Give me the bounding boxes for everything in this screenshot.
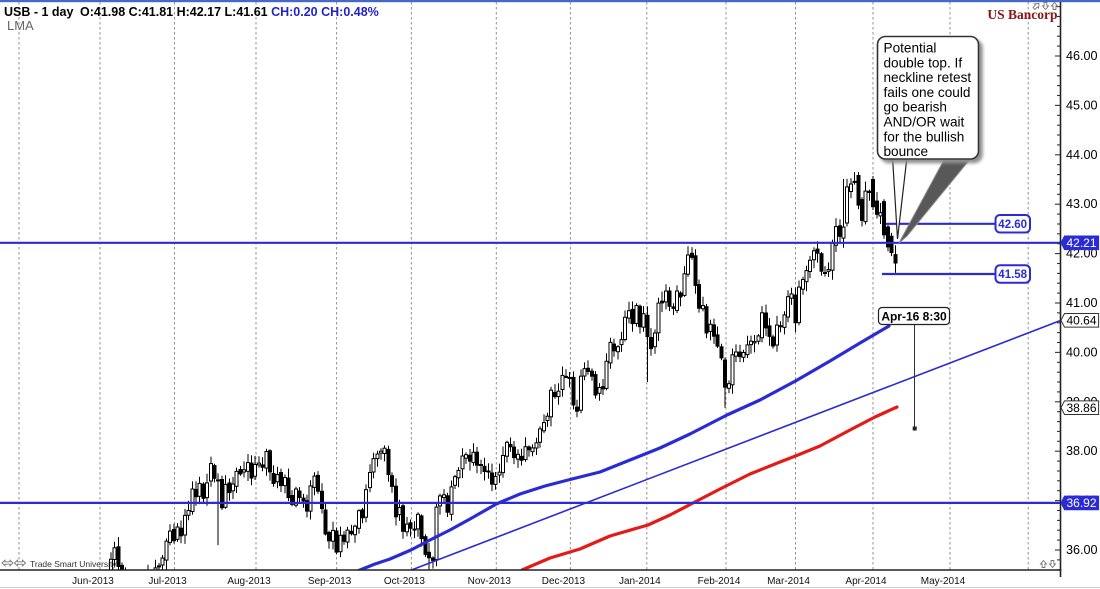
svg-text:Feb-2014: Feb-2014 <box>698 576 741 587</box>
svg-text:36.00: 36.00 <box>1066 543 1098 557</box>
svg-text:Trade Smart University: Trade Smart University <box>30 559 117 569</box>
svg-text:LMA: LMA <box>7 18 34 33</box>
svg-text:Apr-2014: Apr-2014 <box>845 576 887 587</box>
svg-text:40.64: 40.64 <box>1066 314 1096 328</box>
svg-text:double top. If: double top. If <box>884 55 963 70</box>
svg-text:Apr-16 8:30: Apr-16 8:30 <box>881 310 947 324</box>
svg-text:Mar-2014: Mar-2014 <box>767 576 810 587</box>
svg-text:Jun-2013: Jun-2013 <box>72 576 114 587</box>
svg-text:fails one could: fails one could <box>884 85 971 100</box>
svg-text:Aug-2013: Aug-2013 <box>227 576 271 587</box>
svg-text:38.86: 38.86 <box>1066 401 1096 415</box>
svg-text:Oct-2013: Oct-2013 <box>384 576 426 587</box>
svg-text:Nov-2013: Nov-2013 <box>468 576 512 587</box>
svg-text:41.58: 41.58 <box>998 269 1027 281</box>
svg-text:AND/OR wait: AND/OR wait <box>884 115 965 130</box>
svg-text:O:41.98 C:41.81 H:42.17 L:41.6: O:41.98 C:41.81 H:42.17 L:41.61 CH:0.20 … <box>80 5 379 19</box>
svg-text:41.00: 41.00 <box>1066 296 1098 310</box>
svg-text:USB - 1 day: USB - 1 day <box>4 5 74 19</box>
svg-text:neckline retest: neckline retest <box>884 70 972 85</box>
svg-text:Jan-2014: Jan-2014 <box>619 576 661 587</box>
svg-text:Jul-2013: Jul-2013 <box>148 576 187 587</box>
svg-text:36.92: 36.92 <box>1066 496 1096 510</box>
svg-text:Dec-2013: Dec-2013 <box>542 576 586 587</box>
svg-text:for the bullish: for the bullish <box>884 129 965 144</box>
svg-text:42.21: 42.21 <box>1066 236 1096 250</box>
svg-text:44.00: 44.00 <box>1066 148 1098 162</box>
svg-text:46.00: 46.00 <box>1066 49 1098 63</box>
svg-text:43.00: 43.00 <box>1066 197 1098 211</box>
svg-text:45.00: 45.00 <box>1066 98 1098 112</box>
svg-text:42.60: 42.60 <box>998 219 1027 231</box>
svg-text:40.00: 40.00 <box>1066 345 1098 359</box>
svg-text:bounce: bounce <box>884 144 929 159</box>
svg-text:Potential: Potential <box>884 41 937 56</box>
svg-text:May-2014: May-2014 <box>921 576 966 587</box>
svg-text:US Bancorp: US Bancorp <box>987 7 1057 22</box>
svg-text:38.00: 38.00 <box>1066 444 1098 458</box>
svg-text:Sep-2013: Sep-2013 <box>308 576 352 587</box>
svg-text:go bearish: go bearish <box>884 100 947 115</box>
